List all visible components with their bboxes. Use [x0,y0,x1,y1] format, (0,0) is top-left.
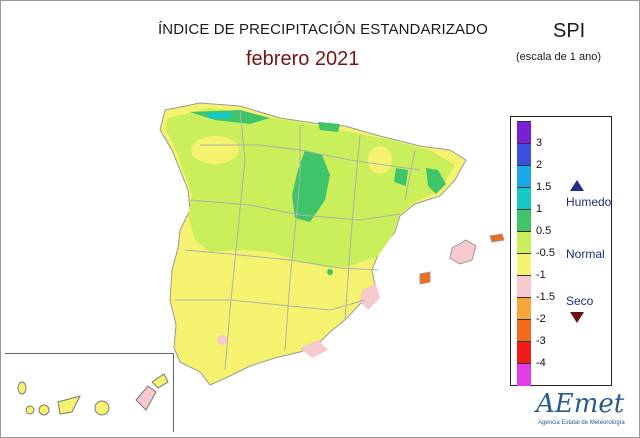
zone-green-dot [327,269,333,275]
map-period: febrero 2021 [246,48,360,70]
scale-note: (escala de 1 ano) [516,51,601,63]
legend-value-label: -4 [536,357,546,369]
legend-value-label: -1.5 [536,291,555,303]
legend-swatch [517,275,531,298]
legend-swatch [517,253,531,276]
legend-value-label: -3 [536,335,546,347]
legend-swatch [517,165,531,188]
zone-yellow-pocket-2 [368,146,392,174]
legend-swatch [517,187,531,210]
island-ibiza [419,271,431,285]
legend: 3 2 1.5 1 0.5 -0.5 -1 -1.5 -2 -3 -4 [510,116,612,386]
legend-dry-label: Seco [566,294,594,308]
legend-value-label: -0.5 [536,247,555,259]
zone-green-ebro [394,168,408,186]
zone-pink-cordoba [217,335,227,345]
legend-swatch [517,231,531,254]
zone-pink-almeria [300,340,328,358]
zone-green-iberico [292,150,330,222]
legend-swatch [517,341,531,364]
legend-swatch [517,121,531,144]
legend-value-label: 1.5 [536,181,552,193]
legend-value-label: -2 [536,313,546,325]
aemet-logo: AEmet [536,389,625,419]
legend-value-label: -1 [536,269,546,281]
zone-pink-southeast [360,284,380,310]
zone-green-pyrenees-east [426,168,446,194]
island-mallorca [449,239,477,265]
legend-value-label: 1 [536,203,543,215]
legend-normal-label: Normal [566,247,605,261]
legend-value-label: 0.5 [536,225,552,237]
legend-swatch [517,143,531,166]
canary-inset-frame [5,353,174,432]
dry-arrow-icon [570,312,584,323]
legend-value-label: 2 [536,159,543,171]
index-name: SPI [553,20,586,42]
legend-value-label: 3 [536,137,543,149]
map-title: ÍNDICE DE PRECIPITACIÓN ESTANDARIZADO [158,21,488,38]
zone-yellow-pocket-1 [191,136,239,164]
province-boundaries [175,109,421,371]
humid-arrow-icon [570,180,584,191]
zone-green-basque [318,122,340,132]
legend-swatch [517,297,531,320]
aemet-logo-subtitle: Agencia Estatal de Meteorología [538,420,625,426]
legend-swatch [517,363,531,386]
island-menorca [489,233,505,243]
legend-swatch [517,319,531,342]
legend-swatch [517,209,531,232]
legend-humid-label: Humedo [566,195,612,209]
canary-islands [17,373,169,416]
zone-cyan-cantabria [205,112,232,119]
